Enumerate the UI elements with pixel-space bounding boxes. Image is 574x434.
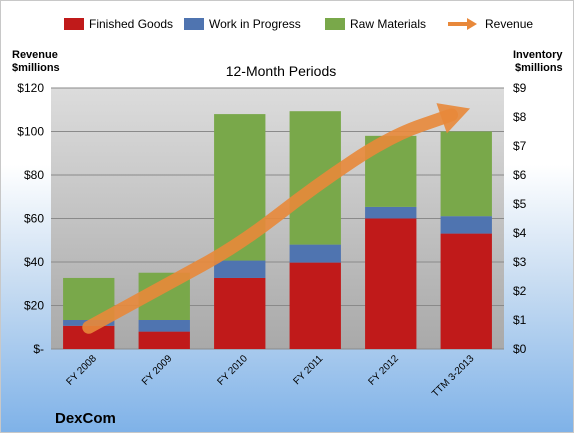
bar-work-in-progress-ttm-3-2013 (440, 216, 492, 234)
left-axis-title-line1: Revenue (12, 49, 58, 61)
bar-work-in-progress-fy-2009 (138, 320, 190, 332)
legend-label-revenue: Revenue (485, 17, 533, 31)
right-tick-label: $2 (513, 284, 527, 298)
right-axis-title-line2: $millions (515, 62, 563, 74)
left-tick-label: $60 (24, 212, 44, 226)
bar-work-in-progress-fy-2011 (289, 244, 341, 263)
legend-revenue-arrow-icon (448, 18, 477, 30)
left-tick-label: $40 (24, 255, 44, 269)
legend: Finished Goods Work in Progress Raw Mate… (64, 17, 533, 31)
bar-finished-goods-fy-2009 (138, 331, 190, 349)
right-tick-label: $1 (513, 313, 527, 327)
bar-finished-goods-fy-2010 (214, 277, 266, 349)
bar-finished-goods-fy-2008 (63, 325, 115, 349)
legend-label-work-in-progress: Work in Progress (209, 17, 301, 31)
x-tick-label-fy-2010: FY 2010 (215, 353, 250, 388)
x-tick-label-fy-2012: FY 2012 (366, 353, 401, 388)
left-axis-ticks: $- $20 $40 $60 $80 $100 $120 (17, 81, 44, 356)
legend-swatch-work-in-progress (184, 18, 204, 30)
right-tick-label: $3 (513, 255, 527, 269)
bar-work-in-progress-fy-2010 (214, 260, 266, 278)
legend-label-finished-goods: Finished Goods (89, 17, 173, 31)
x-tick-label-fy-2011: FY 2011 (292, 353, 326, 387)
company-name: DexCom (55, 410, 116, 427)
left-tick-label: $20 (24, 299, 44, 313)
chart-title: 12-Month Periods (226, 63, 337, 79)
x-axis-ticks: FY 2008 FY 2009 FY 2010 FY 2011 FY 2012 TTM 3… (64, 353, 476, 400)
legend-label-raw-materials: Raw Materials (350, 17, 426, 31)
bars (63, 111, 492, 349)
right-tick-label: $5 (513, 197, 527, 211)
x-tick-label-ttm-3-2013: TTM 3-2013 (430, 353, 477, 400)
left-tick-label: $80 (24, 168, 44, 182)
right-tick-label: $8 (513, 110, 527, 124)
bar-work-in-progress-fy-2012 (365, 206, 417, 219)
right-tick-label: $9 (513, 81, 527, 95)
left-tick-label: $120 (17, 81, 44, 95)
revenue-arrowhead (436, 103, 471, 134)
x-tick-label-fy-2009: FY 2009 (140, 353, 175, 388)
revenue-line (82, 108, 459, 334)
right-tick-label: $6 (513, 168, 527, 182)
legend-swatch-raw-materials (325, 18, 345, 30)
right-tick-label: $4 (513, 226, 527, 240)
x-tick-label-fy-2008: FY 2008 (64, 353, 99, 388)
bar-finished-goods-fy-2012 (365, 218, 417, 349)
right-axis-ticks: $0 $1 $2 $3 $4 $5 $6 $7 $8 $9 (513, 81, 527, 356)
left-tick-label: $100 (17, 125, 44, 139)
left-tick-label: $- (33, 342, 44, 356)
legend-swatch-finished-goods (64, 18, 84, 30)
right-tick-label: $0 (513, 342, 527, 356)
bar-raw-materials-ttm-3-2013 (440, 131, 492, 217)
right-tick-label: $7 (513, 139, 527, 153)
bar-finished-goods-fy-2011 (289, 262, 341, 349)
left-axis-title-line2: $millions (12, 62, 60, 74)
bar-finished-goods-ttm-3-2013 (440, 233, 492, 349)
revenue-series (82, 103, 471, 334)
right-axis-title-line1: Inventory (513, 49, 563, 61)
